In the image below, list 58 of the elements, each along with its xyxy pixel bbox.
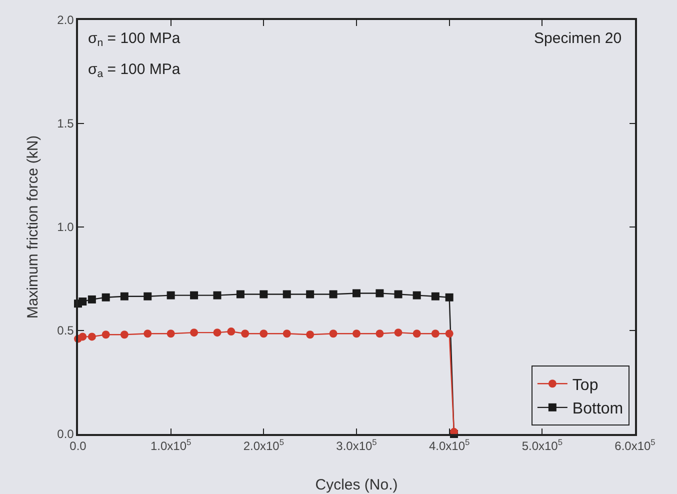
- annotation: σ$_{a}$ = 100 MPa: [88, 61, 181, 80]
- point: [260, 330, 268, 338]
- x-tick-label: 3.0x10$^{5}$: [336, 437, 378, 454]
- annotation: σ$_{n}$ = 100 MPa: [88, 30, 181, 50]
- point: [102, 330, 110, 339]
- y-tick-label: 0.0: [57, 427, 74, 442]
- y-axis-title: Maximum friction force (kN): [24, 135, 42, 319]
- point: [376, 289, 384, 298]
- point: [236, 290, 244, 298]
- point: [144, 292, 152, 300]
- x-tick-label: 4.0x10$^{5}$: [428, 437, 470, 454]
- point: [78, 298, 87, 306]
- point: [329, 330, 338, 338]
- point: [241, 330, 250, 338]
- x-tick-label: 1.0x10$^{5}$: [150, 437, 192, 454]
- point: [260, 290, 268, 298]
- point: [306, 290, 314, 298]
- point: [88, 295, 96, 304]
- point: [213, 328, 222, 337]
- point: [306, 330, 314, 339]
- point: [376, 330, 384, 338]
- point: [88, 332, 96, 341]
- x-axis-title: Cycles (No.): [315, 476, 398, 494]
- x-tick-label: 6.0x10$^{5}$: [614, 437, 656, 454]
- point: [190, 328, 198, 337]
- point: [144, 330, 152, 338]
- x-tick-label: 2.0x10$^{5}$: [243, 437, 284, 454]
- point: [431, 330, 440, 338]
- point: [412, 330, 421, 338]
- legend-label: Bottom: [572, 400, 624, 418]
- point: [412, 291, 421, 300]
- x-tick-label: 0.0: [70, 439, 87, 454]
- legend-label: Top: [572, 376, 598, 394]
- point: [166, 330, 175, 338]
- annotation: Specimen 20: [534, 30, 622, 47]
- y-tick-label: 2.0: [57, 13, 74, 28]
- point: [445, 293, 454, 302]
- x-tick-label: 5.0x10$^{5}$: [522, 437, 563, 454]
- point: [227, 328, 236, 336]
- y-tick-label: 1.0: [57, 220, 74, 234]
- point: [352, 289, 360, 298]
- point: [120, 330, 128, 339]
- point: [120, 292, 128, 300]
- point: [190, 291, 198, 300]
- point: [102, 293, 110, 302]
- point: [394, 290, 402, 298]
- point: [213, 291, 222, 300]
- point: [282, 290, 291, 298]
- point: [431, 292, 440, 300]
- point: [329, 290, 338, 298]
- point: [445, 330, 454, 338]
- y-tick-label: 0.5: [57, 324, 74, 338]
- point: [166, 291, 175, 300]
- point: [352, 330, 360, 338]
- point: [78, 332, 87, 341]
- y-tick-label: 1.5: [57, 116, 74, 131]
- point: [394, 328, 402, 337]
- point: [282, 330, 291, 338]
